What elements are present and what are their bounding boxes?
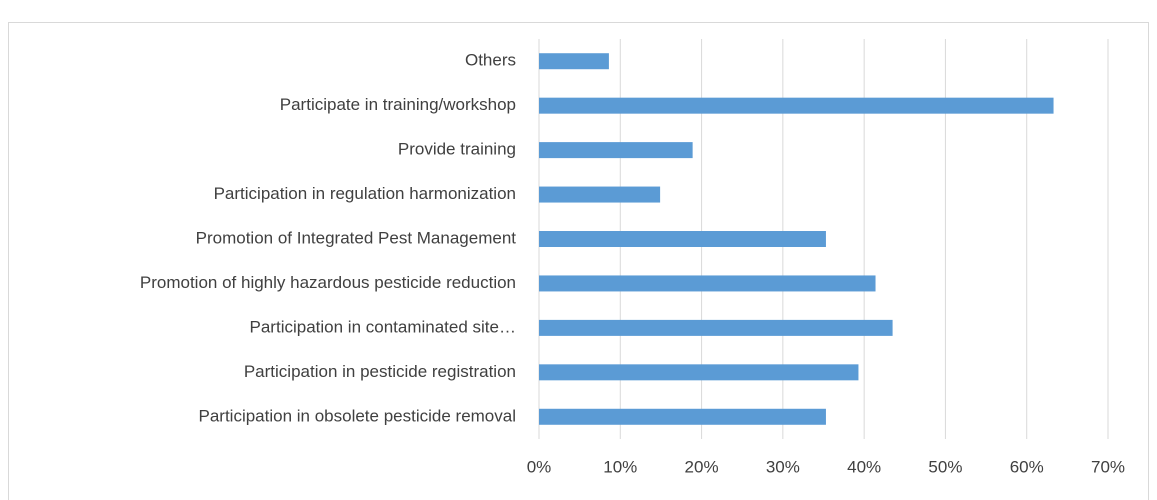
x-tick-label: 60%: [1010, 457, 1044, 476]
x-tick-label: 20%: [685, 457, 719, 476]
chart-border: [8, 22, 1149, 500]
y-tick-label: Participation in regulation harmonizatio…: [214, 184, 516, 203]
bar: [539, 53, 609, 70]
y-tick-label: Participation in pesticide registration: [244, 362, 516, 381]
y-tick-label: Promotion of highly hazardous pesticide …: [140, 273, 516, 292]
y-tick-label: Others: [465, 51, 516, 70]
bar: [539, 142, 693, 159]
y-tick-label: Promotion of Integrated Pest Management: [196, 228, 517, 247]
x-tick-label: 70%: [1091, 457, 1125, 476]
bar: [539, 408, 826, 425]
y-tick-label: Provide training: [398, 140, 516, 159]
bar: [539, 275, 876, 292]
x-tick-label: 0%: [527, 457, 552, 476]
bar: [539, 97, 1054, 114]
bar: [539, 231, 826, 247]
bar: [539, 319, 893, 336]
x-tick-label: 40%: [847, 457, 881, 476]
y-tick-label: Participate in training/workshop: [280, 95, 516, 114]
y-tick-label: Participation in contaminated site…: [250, 317, 516, 336]
x-tick-label: 50%: [928, 457, 962, 476]
bar: [539, 186, 661, 203]
x-tick-label: 30%: [766, 457, 800, 476]
bar: [539, 364, 859, 381]
y-tick-label: Participation in obsolete pesticide remo…: [198, 406, 516, 425]
x-tick-label: 10%: [603, 457, 637, 476]
